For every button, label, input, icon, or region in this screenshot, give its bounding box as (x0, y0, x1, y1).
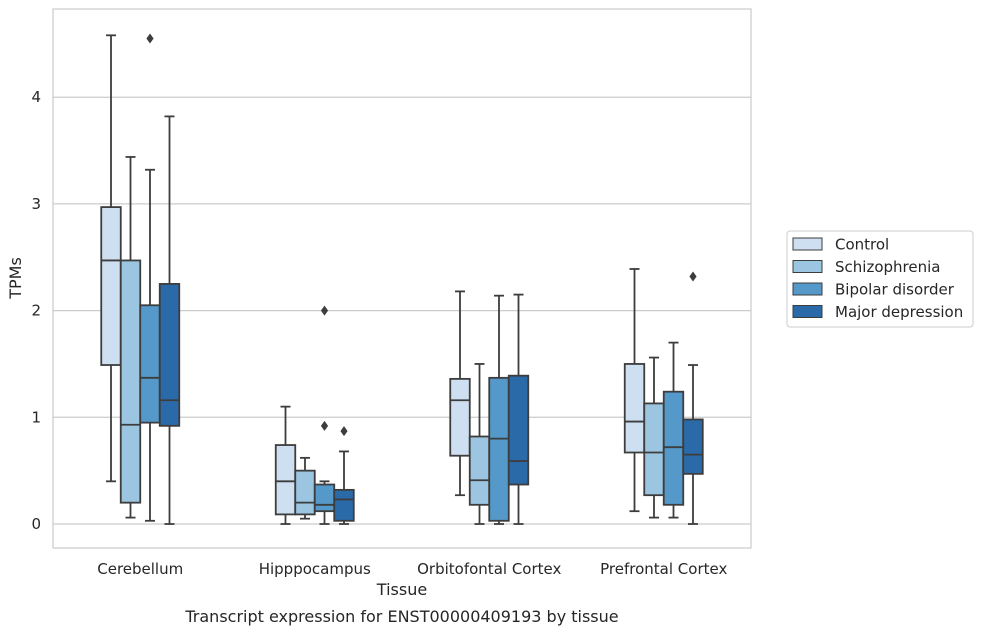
y-tick-label: 1 (31, 408, 41, 426)
y-tick-label: 3 (31, 195, 41, 213)
box-body (468, 435, 491, 506)
legend-label: Schizophrenia (835, 258, 940, 276)
box-body (643, 402, 665, 497)
box-body (507, 374, 530, 486)
y-tick-label: 0 (31, 515, 41, 533)
boxes (100, 33, 704, 525)
box-0-1 (119, 156, 142, 519)
box-body (682, 418, 704, 475)
box-body (119, 259, 142, 504)
y-tick-label: 4 (31, 88, 41, 106)
legend: Control Schizophrenia Bipolar disorder Majo… (786, 230, 974, 328)
box-3-3 (682, 271, 704, 525)
legend-label: Control (835, 236, 889, 254)
x-tick-labels: Cerebellum Hipppocampus Orbitofontal Corte… (97, 560, 727, 578)
outlier-point (340, 426, 348, 437)
box-body (623, 363, 646, 454)
box-0-2 (139, 33, 161, 522)
box-body (488, 376, 510, 522)
x-tick-label: Orbitofontal Cortex (417, 560, 561, 578)
legend-swatch (792, 305, 823, 318)
x-tick-label: Hipppocampus (259, 560, 371, 578)
box-body (294, 469, 316, 516)
box-1-2 (313, 305, 336, 525)
box-body (158, 283, 181, 427)
box-body (139, 304, 161, 424)
box-2-3 (507, 293, 530, 525)
box-3-1 (643, 356, 665, 519)
outlier-point (689, 271, 697, 282)
y-tick-label: 2 (31, 302, 41, 320)
outlier-point (146, 33, 154, 44)
outlier-point (320, 305, 329, 316)
box-1-3 (333, 426, 355, 525)
legend-label: Bipolar disorder (835, 281, 955, 299)
box-body (313, 483, 336, 513)
box-body (662, 390, 685, 506)
y-tick-labels: 0 1 2 3 4 (31, 88, 41, 533)
box-0-0 (100, 34, 122, 483)
legend-swatch (792, 237, 823, 251)
box-body (449, 377, 471, 457)
box-0-3 (158, 115, 181, 525)
x-tick-label: Prefrontal Cortex (600, 560, 727, 578)
box-body (274, 444, 297, 516)
y-axis-title: TPMs (6, 257, 25, 300)
box-body (333, 488, 355, 522)
x-axis-title: Tissue (376, 580, 427, 599)
legend-label: Major depression (835, 303, 963, 321)
outlier-point (320, 420, 329, 431)
chart-caption: Transcript expression for ENST0000040919… (184, 607, 618, 626)
legend-swatch (792, 260, 823, 273)
box-1-0 (274, 405, 297, 525)
x-tick-label: Cerebellum (97, 560, 183, 578)
box-body (100, 206, 122, 366)
box-3-0 (623, 268, 646, 513)
box-2-1 (468, 363, 491, 525)
legend-frame (786, 230, 974, 328)
box-3-2 (662, 341, 685, 519)
legend-swatch (792, 282, 823, 296)
box-2-0 (449, 290, 471, 497)
